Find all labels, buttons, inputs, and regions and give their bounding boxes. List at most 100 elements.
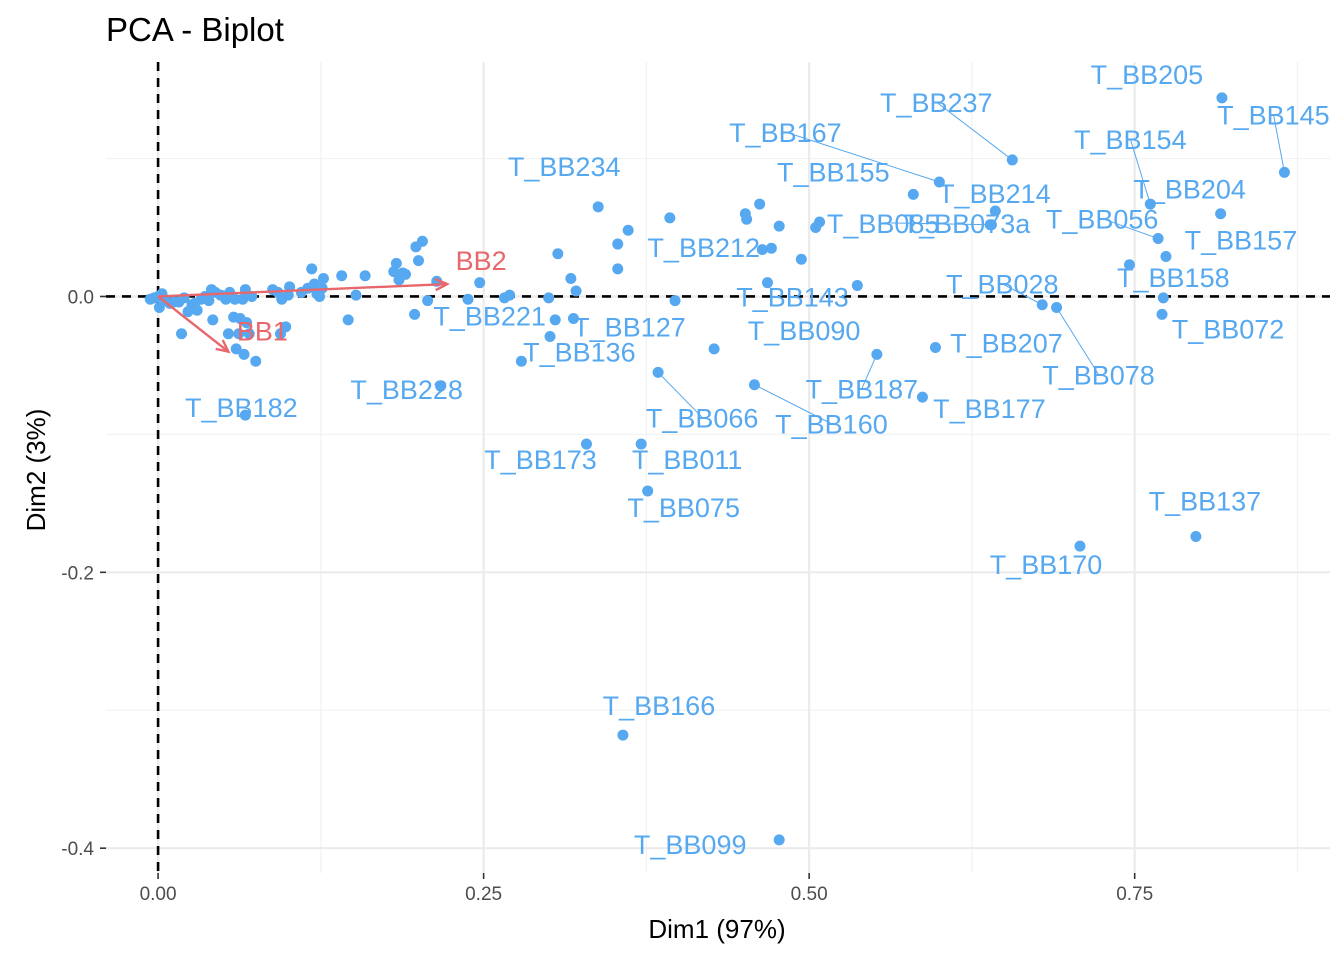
- point-label: T_BB182: [185, 393, 298, 423]
- point-label: T_BB099: [634, 830, 747, 860]
- x-tick-label: 0.00: [140, 884, 177, 905]
- variable-arrowhead: [434, 277, 450, 292]
- label-leader-line: [935, 101, 1013, 161]
- data-point: [153, 302, 165, 314]
- data-point: [985, 219, 997, 231]
- data-point: [233, 328, 245, 340]
- data-point: [592, 201, 604, 213]
- data-point: [765, 242, 777, 254]
- variable-arrow: [158, 282, 448, 298]
- data-point: [565, 273, 577, 285]
- data-point: [413, 255, 425, 267]
- data-point: [207, 314, 219, 326]
- point-label: T_BB221: [433, 301, 546, 331]
- point-label: T_BB237: [880, 88, 993, 118]
- data-point: [422, 295, 434, 307]
- data-point: [754, 198, 766, 210]
- data-point: [350, 289, 362, 301]
- variable-label: BB1: [237, 317, 288, 347]
- reference-lines: [106, 62, 1330, 873]
- data-point: [612, 263, 624, 275]
- label-leader-line: [861, 354, 878, 389]
- y-tick-label: 0.0: [68, 287, 94, 308]
- data-point: [416, 235, 428, 247]
- data-point: [191, 304, 203, 316]
- point-label: T_BB085: [827, 209, 940, 239]
- data-point: [580, 438, 592, 450]
- point-label: T_BB155: [777, 157, 890, 187]
- data-point: [1216, 92, 1228, 104]
- point-label: T_BB066: [646, 403, 759, 433]
- x-tick-label: 0.75: [1116, 884, 1153, 905]
- y-tick-label: -0.2: [61, 563, 94, 584]
- data-point: [907, 188, 919, 200]
- label-leader-line: [883, 222, 991, 226]
- data-point: [708, 343, 720, 355]
- data-point: [222, 328, 234, 340]
- y-tick-label: -0.4: [61, 839, 94, 860]
- data-point: [342, 314, 354, 326]
- individual-points: [144, 92, 1290, 846]
- point-label: T_BB204: [1133, 175, 1246, 205]
- point-label: T_BB234: [508, 152, 621, 182]
- point-label: T_BB072: [1172, 314, 1285, 344]
- data-point: [795, 253, 807, 265]
- point-labels: T_BB205 T_BB237 T_BB145 T_BB167 T_BB154 T_BB2…: [185, 60, 1330, 860]
- data-point: [239, 409, 251, 421]
- label-leader-line: [785, 131, 940, 183]
- variable-label: BB2: [456, 246, 507, 276]
- data-point: [280, 321, 292, 333]
- data-point: [176, 328, 188, 340]
- data-point: [552, 248, 564, 260]
- point-label: T_BB145: [1217, 100, 1330, 130]
- point-label: T_BB160: [775, 410, 888, 440]
- variable-arrow: [157, 295, 230, 353]
- point-label: T_BB137: [1149, 486, 1262, 516]
- point-label: T_BB214: [938, 179, 1051, 209]
- point-label: T_BB212: [647, 233, 760, 263]
- data-point: [243, 328, 255, 340]
- axes: 0.00 0.25 0.50 0.75 0.0 -0.2 -0.4: [61, 287, 1153, 905]
- point-label: T_BB136: [523, 337, 636, 367]
- variable-arrowhead: [215, 339, 231, 354]
- data-point: [241, 317, 253, 329]
- data-point: [549, 314, 561, 326]
- data-point: [570, 285, 582, 297]
- data-point: [317, 273, 329, 285]
- label-leader-line: [754, 384, 832, 425]
- point-label: T_BB207: [950, 329, 1063, 359]
- label-leader-line: [1272, 114, 1285, 173]
- point-label: T_BB075: [627, 493, 740, 523]
- data-point: [617, 729, 629, 741]
- variable-arrows: BB1 BB2: [157, 246, 507, 354]
- data-point: [336, 270, 348, 282]
- data-point: [851, 279, 863, 291]
- data-point: [1157, 292, 1169, 304]
- data-point: [1215, 208, 1227, 220]
- data-point: [314, 290, 326, 302]
- data-point: [622, 224, 634, 236]
- data-point: [359, 270, 371, 282]
- label-leader-line: [1001, 283, 1043, 306]
- point-label: T_BB177: [933, 394, 1046, 424]
- x-tick-label: 0.25: [465, 884, 502, 905]
- data-point: [250, 355, 262, 367]
- point-label: T_BB167: [729, 118, 842, 148]
- data-point: [229, 293, 241, 305]
- data-point: [756, 244, 768, 256]
- data-point: [642, 485, 654, 497]
- data-point: [462, 293, 474, 305]
- data-point: [1156, 308, 1168, 320]
- data-point: [1190, 530, 1202, 542]
- data-point: [474, 277, 486, 289]
- data-point: [929, 342, 941, 354]
- label-leader-line: [657, 371, 703, 418]
- data-point: [515, 355, 527, 367]
- data-point: [282, 289, 294, 301]
- data-point: [635, 438, 647, 450]
- point-label: T_BB228: [350, 375, 463, 405]
- data-point: [916, 391, 928, 403]
- data-point: [399, 268, 411, 280]
- label-leader-line: [1129, 138, 1151, 205]
